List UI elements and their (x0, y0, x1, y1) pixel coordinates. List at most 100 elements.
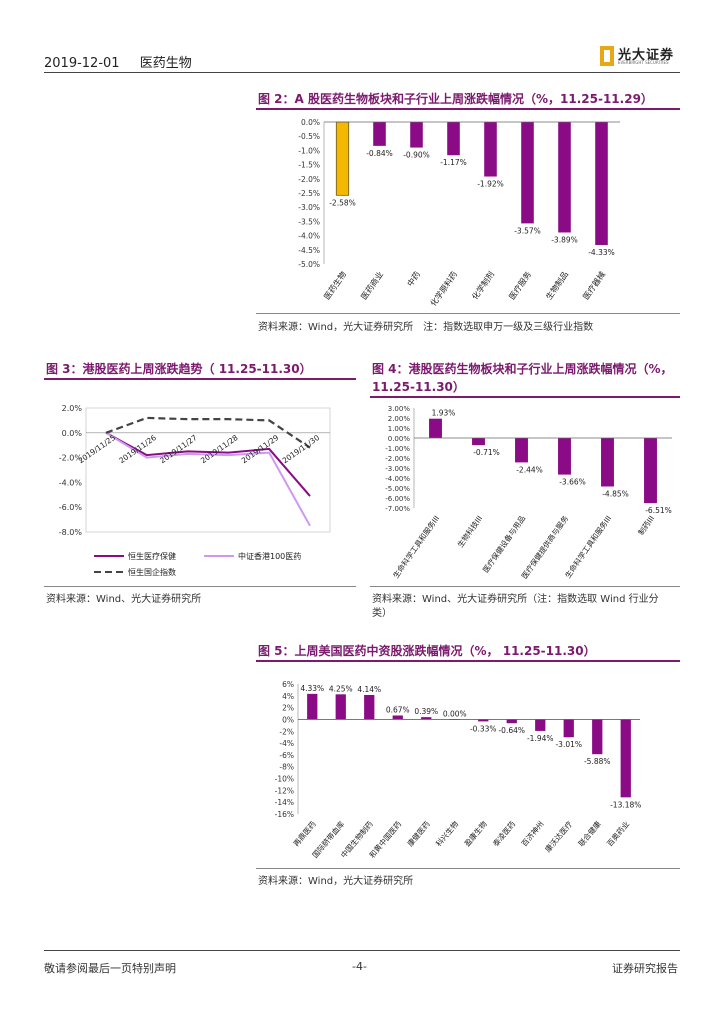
data-label: -3.66% (559, 478, 586, 487)
y-tick-label: -5.0% (298, 260, 320, 269)
y-tick-label: 0% (282, 715, 294, 724)
y-tick-label: -10% (275, 775, 294, 784)
y-tick-label: -0.5% (298, 132, 320, 141)
y-tick-label: -12% (275, 786, 294, 795)
y-tick-label: -4.0% (59, 478, 83, 487)
data-label: -2.44% (516, 465, 543, 474)
bar (410, 122, 423, 148)
x-category-label: 生命科学工具和服务III (390, 513, 441, 579)
data-label: -1.94% (527, 734, 554, 743)
x-category-label: 中药 (405, 269, 422, 288)
bar (364, 694, 375, 720)
bar (558, 438, 571, 475)
header-divider (44, 72, 680, 73)
logo-english: EVERBRIGHT SECURITIES (618, 60, 669, 65)
y-tick-label: -6.00% (385, 495, 410, 503)
y-tick-label: -1.00% (385, 445, 410, 453)
data-label: -0.71% (473, 448, 500, 457)
y-tick-label: 6% (282, 680, 294, 689)
bar (515, 438, 528, 463)
bar (478, 719, 489, 722)
data-label: 0.00% (443, 709, 467, 718)
data-label: -1.92% (477, 180, 504, 189)
y-tick-label: -2.00% (385, 455, 410, 463)
y-tick-label: -2% (279, 727, 294, 736)
fig3-source: 资料来源：Wind、光大证券研究所 (46, 594, 202, 605)
series-line (105, 431, 311, 497)
x-category-label: 化学制剂 (470, 269, 497, 301)
data-label: -4.33% (588, 248, 615, 257)
y-tick-label: -3.0% (298, 203, 320, 212)
y-tick-label: 2.0% (62, 404, 83, 413)
plot-frame (85, 407, 331, 533)
x-tick-label: 2019/11/30 (281, 433, 322, 465)
data-label: 0.67% (386, 705, 410, 714)
fig2-title: 图 2：A 股医药生物板块和子行业上周涨跌幅情况（%，11.25-11.29） (258, 92, 653, 106)
data-label: -3.01% (555, 740, 582, 749)
x-category-label: 康沃达医疗 (543, 818, 575, 854)
report-sector: 医药生物 (139, 56, 192, 71)
fig4-title-line1: 图 4：港股医药生物板块和子行业上周涨跌幅情况（%， (372, 362, 673, 376)
fig4-chart: 3.00% 2.00% 1.00% 0.00% -1.00% -2.00% -3.00% -4… (385, 405, 672, 581)
x-category-label: 生物科技III (455, 513, 484, 549)
y-tick-label: -7.00% (385, 505, 410, 513)
x-category-label: 康健医药 (405, 818, 432, 848)
y-tick-label: -4.00% (385, 475, 410, 483)
bar (595, 122, 608, 245)
x-category-label: 百奥药业 (604, 818, 631, 848)
fig5-title: 图 5：上周美国医药中资股涨跌幅情况（%， 11.25-11.30） (258, 644, 596, 658)
fig3-title: 图 3：港股医药上周涨跌趋势（ 11.25-11.30） (46, 362, 312, 376)
legend-label: 恒生国企指数 (128, 567, 176, 577)
data-label: -4.85% (602, 490, 629, 499)
x-category-label: 医疗保健设备与用品 (480, 513, 527, 574)
y-tick-label: -16% (275, 810, 294, 819)
x-category-label: 医药商业 (359, 269, 386, 301)
data-label: -6.51% (645, 506, 672, 515)
data-label: -5.88% (584, 757, 611, 766)
bar (620, 719, 631, 798)
report-header: 2019-12-01 医药生物 (44, 52, 208, 71)
fig3-chart: 2.0%0.0%-2.0%-4.0%-6.0%-8.0%2019/11/25 20… (59, 404, 331, 577)
data-label: 4.14% (357, 685, 381, 694)
bar (429, 418, 442, 438)
y-tick-label: 0.00% (388, 435, 411, 443)
x-category-label: 生物制品 (544, 269, 571, 301)
data-label: 1.93% (432, 409, 456, 418)
data-label: 0.39% (414, 707, 438, 716)
bar (447, 122, 460, 156)
bar (644, 438, 657, 504)
y-tick-label: 0.0% (62, 429, 83, 438)
data-label: -13.18% (610, 800, 641, 809)
x-tick-label: 2019/11/28 (199, 433, 240, 465)
bar (563, 719, 574, 738)
bar (335, 694, 346, 720)
fig4-title-rule (370, 396, 680, 398)
bar (558, 122, 571, 233)
bar (506, 719, 517, 724)
bar (601, 438, 614, 487)
fig5-source: 资料来源：Wind，光大证券研究所 (258, 876, 414, 887)
fig3-title-rule (44, 378, 356, 380)
y-tick-label: -4.5% (298, 246, 320, 255)
y-tick-label: 2% (282, 704, 294, 713)
y-tick-label: -8% (279, 763, 294, 772)
y-tick-label: -3.00% (385, 465, 410, 473)
logo-name: 光大证券 (618, 48, 675, 63)
x-category-label: 百济神州 (519, 819, 546, 848)
x-category-label: 泰凌医药 (490, 818, 517, 848)
data-label: 4.25% (329, 684, 353, 693)
x-category-label: 医药生物 (322, 269, 349, 301)
x-category-label: 生命科学工具和服务III (562, 513, 613, 579)
series-line (105, 416, 311, 449)
fig4-source-line1: 资料来源：Wind、光大证券研究所（注：指数选取 Wind 行业分 (372, 594, 659, 605)
x-category-label: 医疗器械 (581, 269, 608, 301)
company-logo: 光大证券 EVERBRIGHT SECURITIES (600, 44, 680, 70)
bar (392, 715, 403, 720)
x-category-label: 化学原料药 (428, 269, 459, 308)
fig2-chart: 0.0% -0.5% -1.0% -1.5% -2.0% -2.5% -3.0% -3.5% -… (298, 118, 620, 308)
x-category-label: 医疗保健提供商与服务 (519, 513, 570, 581)
fig4-source-line2: 类） (372, 608, 392, 619)
y-tick-label: -5.00% (385, 485, 410, 493)
fig2-bottom-rule (256, 313, 680, 314)
legend-label: 中证香港100医药 (238, 551, 301, 561)
